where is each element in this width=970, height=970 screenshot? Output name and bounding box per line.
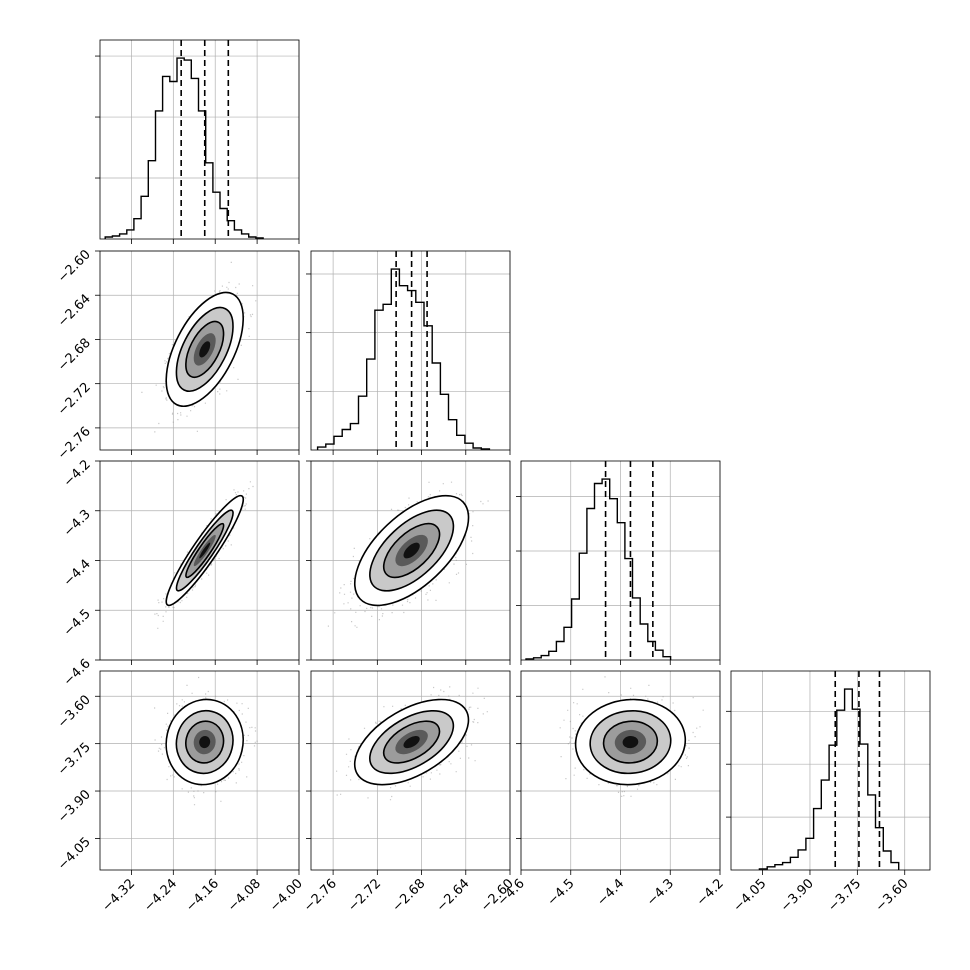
y-tick-label: −2.76 bbox=[55, 424, 94, 463]
density-contour bbox=[199, 341, 211, 358]
panel-frame bbox=[99, 39, 300, 240]
panel-frame bbox=[99, 670, 300, 871]
density-layer bbox=[141, 261, 257, 433]
scatter-panel-2-1 bbox=[310, 460, 511, 661]
density-contour bbox=[403, 735, 420, 749]
panel-frame bbox=[99, 250, 300, 451]
histogram-step-2 bbox=[525, 478, 672, 660]
density-contour bbox=[622, 735, 639, 749]
panel-frame bbox=[730, 670, 931, 871]
density-contour bbox=[199, 735, 211, 749]
histogram-panel-3 bbox=[726, 670, 931, 871]
y-tick-label: −3.90 bbox=[55, 787, 94, 826]
x-tick-label: −2.76 bbox=[301, 876, 340, 915]
x-tick-label: −2.68 bbox=[390, 876, 429, 915]
y-tick-label: −2.68 bbox=[55, 336, 94, 375]
y-tick-label: −4.5 bbox=[61, 606, 94, 639]
scatter-panel-1-0 bbox=[99, 250, 300, 451]
density-layer bbox=[559, 676, 704, 797]
y-tick-label: −3.75 bbox=[55, 740, 94, 779]
x-tick-label: −4.32 bbox=[99, 876, 138, 915]
density-layer bbox=[327, 481, 489, 628]
density-layer bbox=[336, 686, 488, 801]
histogram-panel-0 bbox=[95, 39, 300, 240]
x-tick-label: −4.16 bbox=[183, 876, 222, 915]
y-tick-label: −2.72 bbox=[55, 380, 94, 419]
x-tick-label: −4.00 bbox=[267, 876, 306, 915]
histogram-step-0 bbox=[104, 57, 264, 239]
scatter-panel-3-1 bbox=[310, 670, 511, 871]
panel-frame bbox=[310, 670, 511, 871]
histogram-step-1 bbox=[316, 268, 491, 450]
panel-bg bbox=[311, 251, 510, 450]
scatter-panel-3-0 bbox=[99, 670, 300, 871]
y-tick-label: −4.3 bbox=[61, 507, 94, 540]
x-tick-label: −2.64 bbox=[434, 876, 473, 915]
x-tick-label: −4.05 bbox=[731, 876, 770, 915]
y-tick-label: −4.4 bbox=[61, 557, 94, 590]
x-tick-label: −3.90 bbox=[778, 876, 817, 915]
x-tick-label: −3.60 bbox=[873, 876, 912, 915]
panel-frame bbox=[310, 250, 511, 451]
x-tick-label: −4.2 bbox=[694, 876, 727, 909]
x-tick-label: −4.3 bbox=[644, 876, 677, 909]
x-tick-label: −4.24 bbox=[141, 876, 180, 915]
panel-bg bbox=[731, 671, 930, 870]
scatter-panel-3-2 bbox=[520, 670, 721, 871]
x-tick-label: −4.4 bbox=[594, 876, 627, 909]
density-layer bbox=[154, 481, 254, 629]
histogram-panel-2 bbox=[516, 460, 721, 661]
x-tick-label: −4.08 bbox=[225, 876, 264, 915]
y-tick-label: −2.64 bbox=[55, 291, 94, 330]
scatter-panel-2-0 bbox=[99, 460, 300, 661]
panel-bg bbox=[100, 40, 299, 239]
x-tick-label: −3.75 bbox=[825, 876, 864, 915]
x-tick-label: −4.6 bbox=[495, 876, 528, 909]
x-tick-label: −2.72 bbox=[345, 876, 384, 915]
density-layer bbox=[154, 676, 258, 806]
y-tick-label: −4.05 bbox=[55, 835, 94, 874]
y-tick-label: −3.60 bbox=[55, 693, 94, 732]
histogram-step-3 bbox=[758, 688, 900, 870]
y-tick-label: −4.6 bbox=[61, 656, 94, 689]
y-tick-label: −2.60 bbox=[55, 247, 94, 286]
x-tick-label: −4.5 bbox=[545, 876, 578, 909]
histogram-panel-1 bbox=[306, 250, 511, 451]
density-contour bbox=[199, 542, 211, 559]
density-contour bbox=[403, 542, 420, 559]
